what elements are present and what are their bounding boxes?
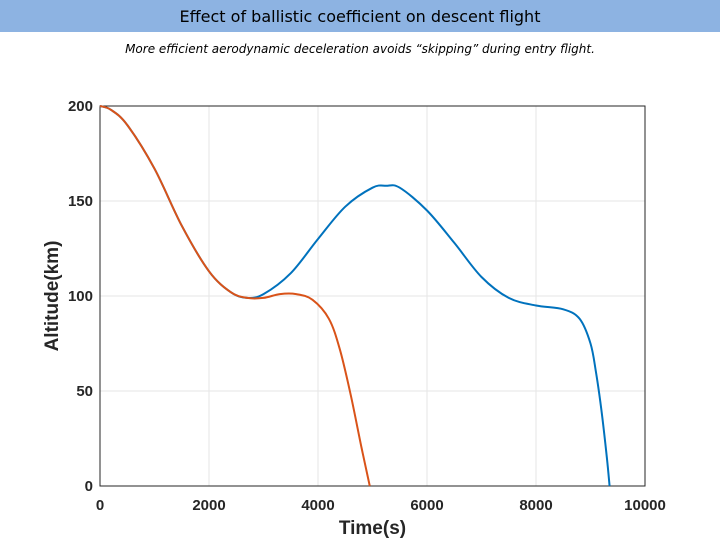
plot-frame — [99, 105, 646, 487]
series-line-orange — [99, 105, 371, 487]
y-tick-label: 0 — [85, 478, 93, 495]
grid — [99, 105, 646, 487]
x-axis-label: Time(s) — [339, 518, 406, 539]
x-tick-label: 10000 — [624, 497, 666, 514]
slide-title-bar: Effect of ballistic coefficient on desce… — [0, 0, 720, 32]
slide-subtitle: More efficient aerodynamic deceleration … — [125, 42, 595, 56]
slide-title: Effect of ballistic coefficient on desce… — [179, 6, 541, 26]
y-tick-label: 150 — [68, 193, 93, 210]
y-tick-label: 100 — [68, 288, 93, 305]
x-tick-label: 8000 — [519, 497, 552, 514]
series — [99, 105, 611, 487]
y-tick-label: 200 — [68, 98, 93, 115]
x-tick-label: 6000 — [410, 497, 443, 514]
x-tick-label: 0 — [96, 497, 104, 514]
y-tick-label: 50 — [76, 383, 93, 400]
tick-labels: 0 2000 4000 6000 8000 10000 0 50 100 150 200 — [68, 98, 666, 514]
x-tick-label: 4000 — [301, 497, 334, 514]
x-tick-label: 2000 — [192, 497, 225, 514]
y-axis-label: Altitude(km) — [42, 241, 63, 352]
